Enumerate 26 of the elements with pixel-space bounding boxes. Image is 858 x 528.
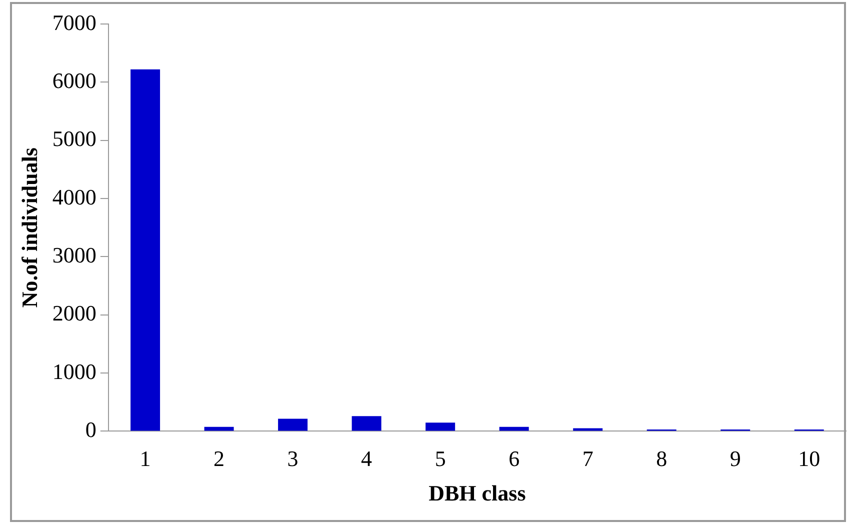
- bar: [130, 69, 160, 431]
- bar: [499, 426, 529, 431]
- y-tick-label: 0: [85, 416, 96, 442]
- x-tick-label: 5: [434, 446, 446, 472]
- y-tick-label: 3000: [52, 242, 96, 268]
- x-axis-title: DBH class: [428, 480, 526, 506]
- bar: [426, 422, 456, 431]
- x-tick-label: 10: [798, 446, 820, 472]
- bar: [204, 426, 234, 431]
- x-tick-label: 7: [582, 446, 594, 472]
- x-tick-label: 2: [214, 446, 225, 472]
- x-tick-label: 9: [730, 446, 741, 472]
- y-tick-label: 7000: [52, 10, 96, 35]
- bar: [352, 416, 382, 431]
- y-tick-label: 6000: [52, 68, 96, 93]
- y-tick-label: 5000: [52, 126, 96, 152]
- x-tick-label: 8: [656, 446, 668, 472]
- x-tick-label: 4: [361, 446, 372, 472]
- y-tick-label: 1000: [52, 358, 96, 384]
- bar: [278, 418, 308, 431]
- y-tick-label: 2000: [52, 300, 96, 326]
- y-axis-title: No.of individuals: [16, 147, 42, 308]
- x-tick-label: 3: [287, 446, 298, 472]
- x-tick-label: 1: [140, 446, 151, 472]
- y-tick-label: 4000: [52, 184, 96, 210]
- x-tick-label: 6: [508, 446, 520, 472]
